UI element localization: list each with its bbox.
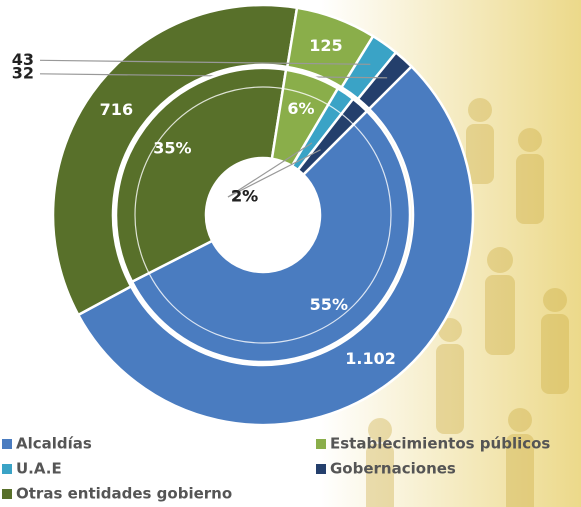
donut-slice <box>76 64 475 427</box>
data-label: 32 <box>12 63 34 82</box>
legend-label: Gobernaciones <box>330 460 456 478</box>
data-label: 35% <box>153 139 191 158</box>
legend-swatch <box>2 464 12 474</box>
crowd-decoration <box>366 98 569 507</box>
legend-swatch <box>316 439 326 449</box>
leader-line <box>227 142 313 198</box>
data-label: 43 <box>12 50 34 69</box>
data-label: 716 <box>100 100 133 119</box>
legend-label: Otras entidades gobierno <box>16 485 232 503</box>
donut-slice <box>296 97 369 177</box>
data-label: 1.102 <box>345 349 396 368</box>
ring-separator <box>134 86 392 344</box>
leader-line <box>227 149 321 198</box>
data-label: 2% <box>231 187 258 206</box>
leader-line <box>39 59 371 65</box>
donut-slice <box>114 66 288 284</box>
donut-slice <box>51 3 299 317</box>
legend-swatch <box>316 464 326 474</box>
legend-label: Alcaldías <box>16 435 92 453</box>
data-label: 2% <box>231 187 258 206</box>
data-label: 125 <box>309 36 342 55</box>
legend-label: Establecimientos públicos <box>330 435 550 453</box>
donut-slice <box>356 50 414 111</box>
donut-slice <box>130 109 412 364</box>
legend-swatch <box>2 439 12 449</box>
legend-swatch <box>2 489 12 499</box>
data-label: 55% <box>310 295 348 314</box>
data-label: 6% <box>287 99 314 118</box>
legend-label: U.A.E <box>16 460 62 478</box>
